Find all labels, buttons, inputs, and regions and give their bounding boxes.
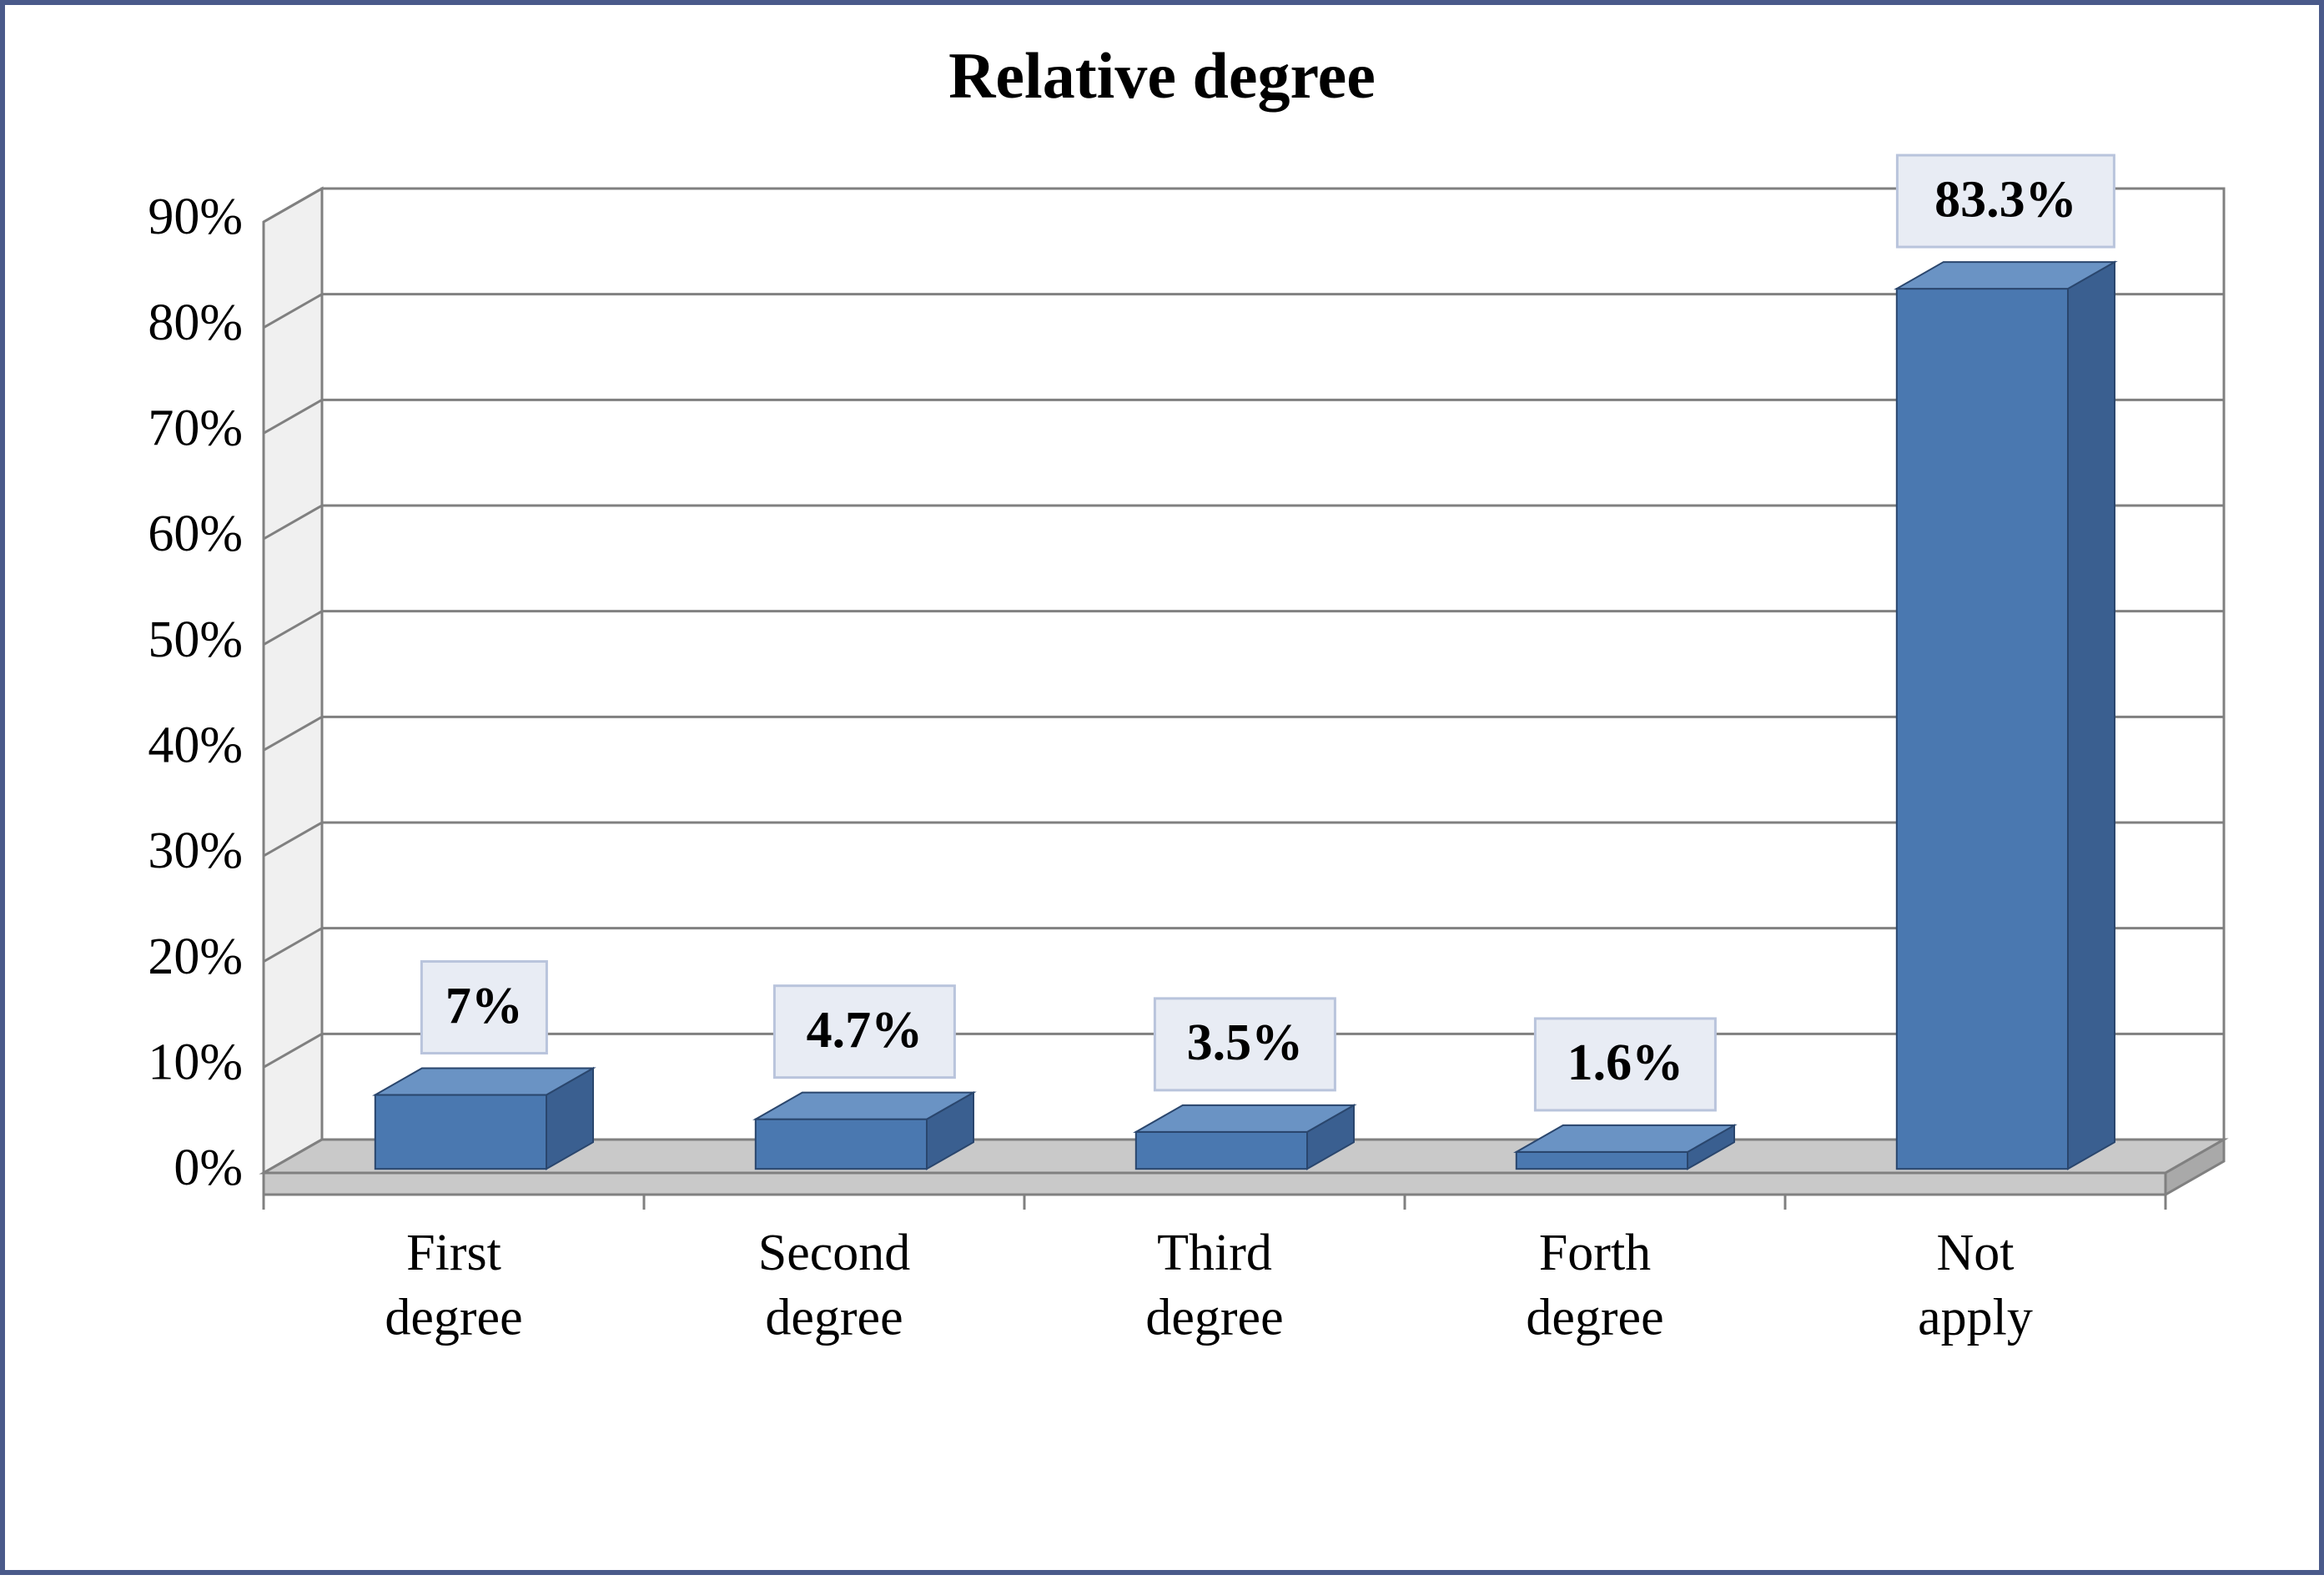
data-label: 3.5% — [1187, 1014, 1304, 1071]
bar — [756, 1120, 927, 1170]
bar-chart: 0% 10% 20% 30% 40% 50% 60% 70% 80% 90% 7% 4.7% 3.5% 1… — [5, 5, 2324, 1580]
ytick-label: 40% — [148, 717, 243, 774]
data-label: 83.3% — [1934, 171, 2077, 228]
xtick-label: Firstdegree — [385, 1225, 522, 1346]
ytick-label: 90% — [148, 189, 243, 245]
xtick-label: Notapply — [1918, 1225, 2033, 1346]
data-label: 7% — [445, 978, 523, 1034]
bar — [1517, 1152, 1688, 1169]
xtick-label: Forthdegree — [1526, 1225, 1663, 1346]
bar — [1897, 289, 2068, 1169]
xtick-label: Thirddegree — [1145, 1225, 1283, 1346]
xtick-label: Seconddegree — [758, 1225, 911, 1346]
ytick-label: 20% — [148, 928, 243, 985]
ytick-label: 30% — [148, 823, 243, 879]
bar — [375, 1095, 546, 1170]
ytick-label: 10% — [148, 1034, 243, 1091]
bar — [1136, 1132, 1307, 1169]
data-label: 4.7% — [807, 1002, 923, 1059]
ytick-label: 70% — [148, 400, 243, 457]
ytick-label: 80% — [148, 294, 243, 351]
ytick-label: 50% — [148, 611, 243, 668]
data-label: 1.6% — [1567, 1034, 1684, 1091]
ytick-label: 60% — [148, 506, 243, 562]
ytick-label: 0% — [174, 1140, 243, 1196]
